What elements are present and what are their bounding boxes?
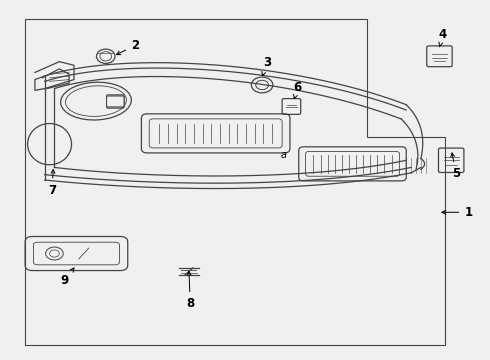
Text: 6: 6 [294, 81, 302, 99]
Text: a: a [281, 150, 287, 160]
Text: 7: 7 [48, 170, 56, 197]
Text: 4: 4 [439, 28, 447, 47]
Text: 1: 1 [442, 206, 472, 219]
Text: 9: 9 [60, 268, 74, 287]
Text: 3: 3 [262, 56, 271, 76]
Text: 5: 5 [451, 153, 460, 180]
Text: 8: 8 [186, 271, 195, 310]
Text: 2: 2 [117, 39, 139, 55]
